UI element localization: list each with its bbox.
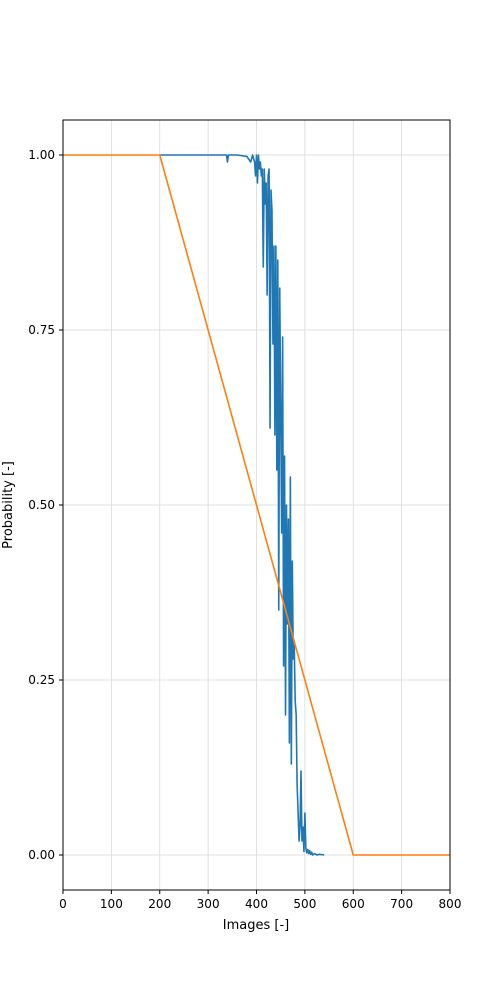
series-lines: [63, 154, 450, 856]
y-tick-label: 0.00: [28, 848, 55, 862]
x-axis-label: Images [-]: [223, 918, 289, 933]
x-tick-label: 0: [59, 897, 67, 911]
y-tick-label: 0.25: [28, 673, 55, 687]
series-line-2: [63, 154, 450, 856]
x-tick-label: 700: [390, 897, 413, 911]
x-tick-label: 800: [439, 897, 462, 911]
x-tick-label: 400: [245, 897, 268, 911]
y-tick-label: 1.00: [28, 148, 55, 162]
x-axis-ticks: 0 100 200 300 400 500 600 700 800: [59, 890, 461, 911]
x-tick-label: 300: [197, 897, 220, 911]
x-tick-label: 600: [342, 897, 365, 911]
x-tick-label: 500: [293, 897, 316, 911]
x-tick-label: 100: [100, 897, 123, 911]
y-axis-ticks: 0.00 0.25 0.50 0.75 1.00: [28, 148, 63, 862]
y-tick-label: 0.75: [28, 323, 55, 337]
x-tick-label: 200: [148, 897, 171, 911]
y-axis-label: Probability [-]: [1, 461, 16, 549]
y-tick-label: 0.50: [28, 498, 55, 512]
series-line-1: [159, 154, 325, 856]
